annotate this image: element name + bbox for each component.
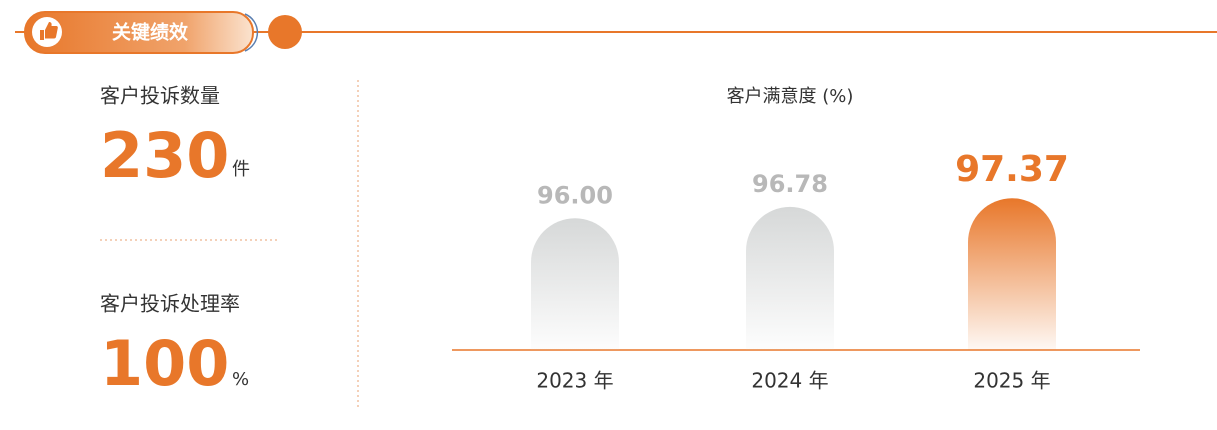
kpi-label: 客户投诉处理率 [100, 292, 240, 316]
kpi-label: 客户投诉数量 [100, 84, 220, 108]
header-pill [24, 11, 254, 54]
kpi-unit: 件 [232, 159, 250, 180]
chart-title: 客户满意度 (%) [727, 86, 854, 107]
kpi-value: 230 [100, 119, 229, 192]
bar [746, 206, 834, 350]
value-label: 96.00 [537, 181, 613, 209]
kpi-unit: % [232, 369, 249, 390]
value-label: 96.78 [752, 170, 828, 198]
x-tick-label: 2025 年 [973, 369, 1050, 393]
value-label: 97.37 [955, 149, 1069, 190]
bar [531, 218, 619, 350]
kpi-value: 100 [100, 327, 229, 400]
header-dot [268, 15, 302, 49]
x-tick-label: 2023 年 [536, 369, 613, 393]
pill-edge [244, 13, 259, 52]
x-tick-label: 2024 年 [751, 369, 828, 393]
bar [968, 198, 1056, 350]
header-title: 关键绩效 [112, 21, 188, 44]
thumb-icon [40, 22, 58, 40]
